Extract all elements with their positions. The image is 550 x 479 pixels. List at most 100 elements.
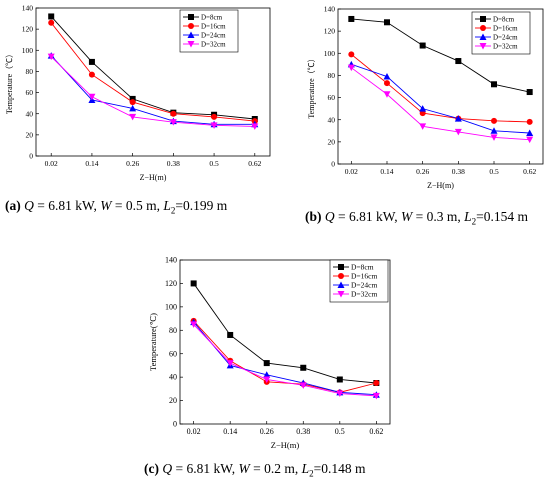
legend-label: D=8cm (201, 14, 223, 22)
data-point (170, 110, 177, 117)
data-point (190, 280, 197, 287)
plot-frame (35, 7, 271, 157)
caption-b-l-var: L (464, 209, 472, 224)
caption-c: (c) Q = 6.81 kW, W = 0.2 m, L2=0.148 m (144, 461, 366, 479)
data-point (169, 119, 177, 126)
caption-a-w-val: = 0.5 m, (111, 198, 164, 213)
data-point (263, 360, 270, 367)
legend-marker (188, 23, 194, 29)
data-point (88, 58, 95, 65)
x-tick-label: 0.5 (489, 167, 499, 176)
data-point (347, 64, 355, 72)
series-D=24cm (190, 318, 380, 398)
x-tick-label: 0.62 (248, 159, 261, 168)
chart-b-svg: 0 20 40 60 80 100 120 140 0.02 0.14 0.26 0.38 0.5 0.6… (307, 5, 544, 190)
series-D=32cm (190, 321, 380, 400)
data-point (383, 80, 390, 87)
series-line (50, 55, 255, 125)
y-tick-label: 120 (324, 27, 336, 36)
legend-marker (479, 43, 487, 50)
y-tick-label: 100 (324, 49, 336, 58)
y-tick-label: 20 (26, 130, 34, 139)
legend-marker (337, 281, 345, 288)
data-point (263, 371, 271, 378)
caption-c-l-sub: 2 (309, 468, 314, 479)
data-point (419, 42, 426, 49)
y-tick-label: 120 (22, 25, 34, 34)
data-point (383, 73, 391, 80)
caption-a-w-var: W (100, 198, 112, 213)
x-axis-label: Z−H(m) (427, 181, 454, 190)
series-line (193, 321, 377, 396)
x-tick-label: 0.14 (223, 427, 237, 436)
legend-marker (187, 31, 195, 38)
legend-marker (338, 273, 344, 279)
data-point (251, 123, 259, 130)
data-point (526, 136, 534, 144)
y-tick-label: 80 (169, 326, 177, 335)
legend-label: D=16cm (351, 272, 377, 281)
series-line (351, 54, 530, 123)
data-point (490, 134, 498, 141)
data-point (211, 113, 218, 120)
data-point (300, 364, 307, 371)
x-tick-label: 0.14 (85, 159, 98, 168)
y-tick-label: 0 (173, 420, 177, 429)
caption-b-l-sub: 2 (471, 216, 477, 227)
y-tick-label: 40 (328, 115, 336, 124)
data-point (227, 331, 234, 338)
data-point (419, 123, 427, 130)
data-point (48, 19, 55, 26)
legend-marker (479, 33, 487, 40)
y-tick-label: 20 (169, 396, 177, 405)
x-tick-label: 0.26 (260, 427, 274, 436)
caption-b-q-val: = 6.81 kW, (334, 209, 401, 224)
x-tick-label: 0.26 (416, 167, 429, 176)
data-point (348, 15, 355, 22)
y-tick-label: 60 (26, 88, 34, 97)
y-tick-label: 120 (165, 279, 177, 288)
y-tick-label: 80 (26, 67, 34, 76)
y-tick-label: 100 (165, 302, 177, 311)
y-tick-label: 80 (328, 71, 336, 80)
caption-a-l-sub: 2 (170, 205, 176, 216)
chart-a-svg: 0 20 40 60 80 100 120 140 0.02 0.14 0.26 0.38 0.5 0.6… (5, 4, 271, 182)
caption-b-w-val: = 0.3 m, (412, 209, 465, 224)
y-tick-label: 60 (328, 93, 336, 102)
series-D=8cm (348, 15, 533, 96)
data-point (263, 376, 271, 383)
data-point (490, 127, 498, 134)
x-tick-label: 0.5 (335, 427, 345, 436)
data-point (526, 118, 533, 125)
caption-c-w-val: = 0.2 m, (249, 461, 302, 476)
caption-c-q-var: Q (162, 461, 173, 476)
data-point (336, 376, 343, 383)
caption-b-label: (b) (305, 209, 322, 224)
caption-c-w-var: W (238, 461, 250, 476)
y-axis-label: Temperature（℃） (307, 54, 316, 118)
legend-label: D=8cm (493, 16, 515, 24)
series-line (193, 324, 377, 397)
data-point (47, 53, 55, 61)
data-point (88, 93, 96, 101)
caption-b-w-var: W (401, 209, 413, 224)
series-line (50, 16, 255, 120)
y-tick-label: 20 (328, 137, 336, 146)
legend-label: D=8cm (351, 263, 374, 272)
data-point (455, 58, 462, 65)
caption-c-l-var: L (301, 461, 310, 476)
series-D=32cm (347, 64, 534, 144)
data-point (129, 95, 136, 102)
x-tick-label: 0.14 (380, 167, 393, 176)
y-axis-label: Temperature（℃） (5, 50, 14, 114)
data-point (526, 129, 534, 136)
x-tick-label: 0.62 (523, 167, 536, 176)
plot-frame (179, 259, 391, 425)
series-D=16cm (48, 19, 258, 125)
legend-marker (480, 16, 486, 22)
legend-label: D=24cm (493, 34, 518, 42)
series-line (351, 18, 530, 93)
